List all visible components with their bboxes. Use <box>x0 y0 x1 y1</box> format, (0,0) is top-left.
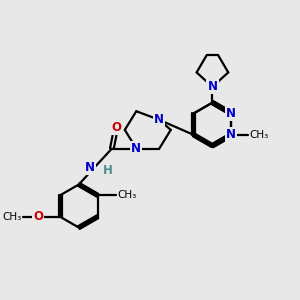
Text: CH₃: CH₃ <box>117 190 136 200</box>
Text: H: H <box>103 164 112 177</box>
Text: CH₃: CH₃ <box>250 130 269 140</box>
Text: O: O <box>33 210 43 223</box>
Text: CH₃: CH₃ <box>3 212 22 222</box>
Text: N: N <box>131 142 141 155</box>
Text: N: N <box>154 113 164 126</box>
Text: N: N <box>85 161 94 174</box>
Text: N: N <box>226 107 236 120</box>
Text: N: N <box>207 80 218 93</box>
Text: O: O <box>111 121 121 134</box>
Text: N: N <box>226 128 236 141</box>
